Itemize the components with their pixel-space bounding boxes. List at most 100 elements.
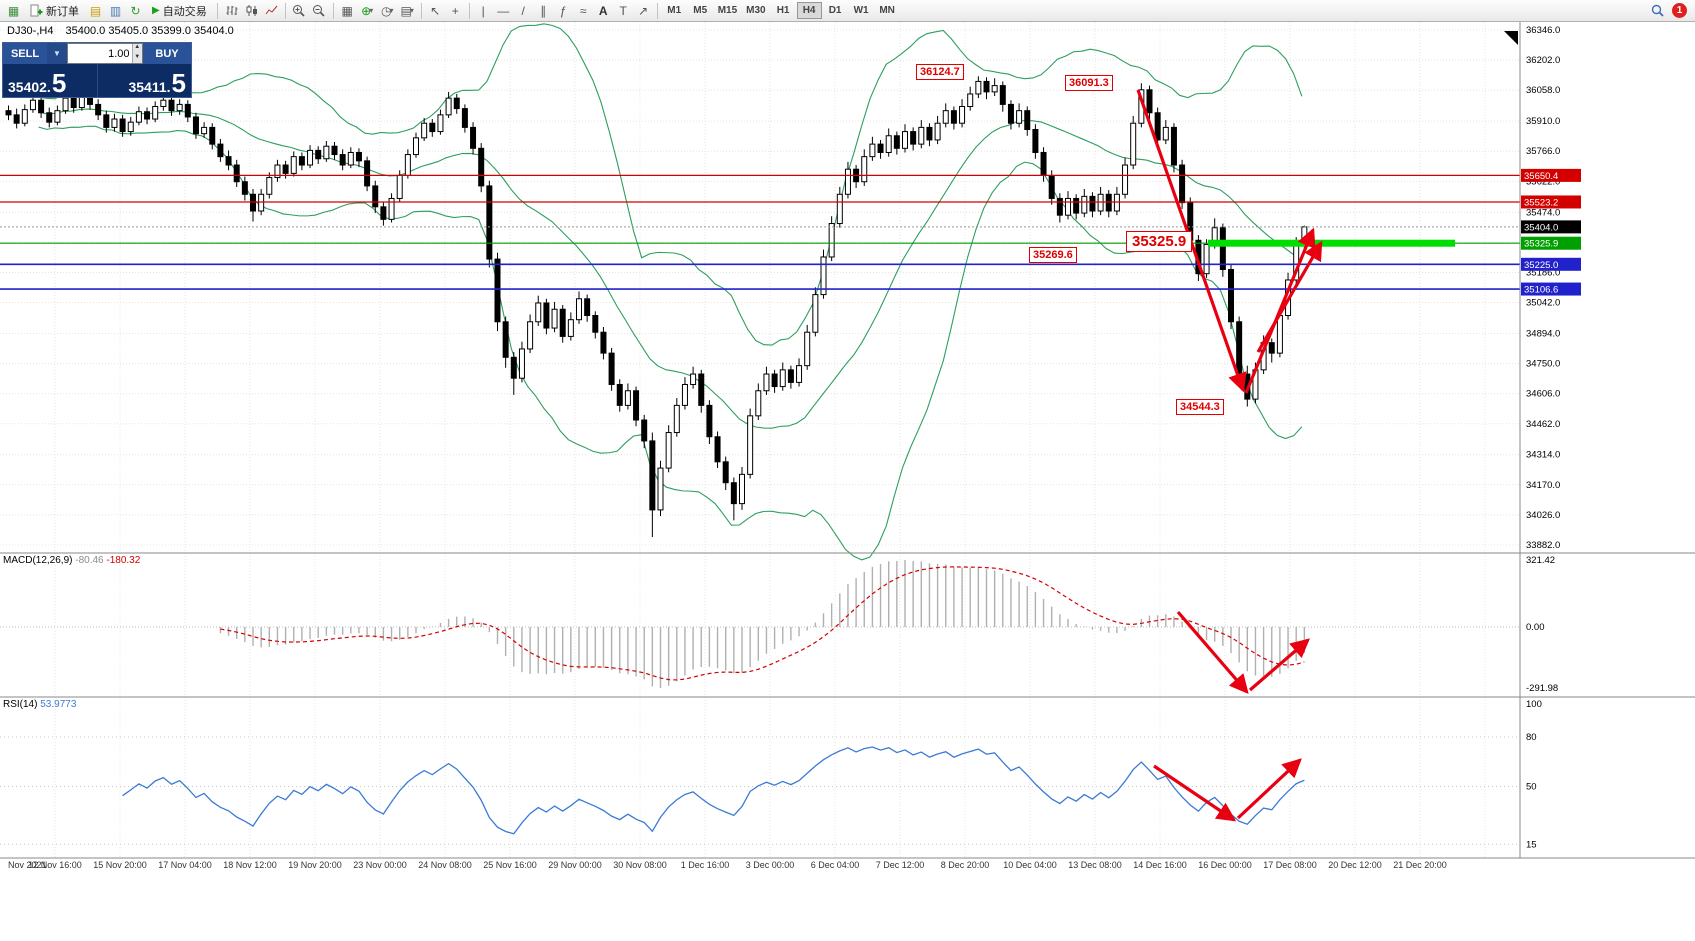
price-callout[interactable]: 35325.9	[1126, 231, 1193, 252]
price-callout[interactable]: 36091.3	[1065, 75, 1113, 91]
bollinger-bands	[38, 23, 1303, 561]
svg-text:Nov 2021: Nov 2021	[8, 860, 47, 870]
trend-arrow	[1176, 610, 1249, 694]
timeframe-mn[interactable]: MN	[875, 2, 900, 19]
svg-text:21 Dec 20:00: 21 Dec 20:00	[1393, 860, 1447, 870]
chart-title: DJ30-,H4 35400.0 35405.0 35399.0 35404.0	[7, 25, 234, 37]
svg-text:20 Dec 12:00: 20 Dec 12:00	[1328, 860, 1382, 870]
svg-text:17 Dec 08:00: 17 Dec 08:00	[1263, 860, 1317, 870]
svg-text:12 Nov 16:00: 12 Nov 16:00	[28, 860, 82, 870]
indicators-icon[interactable]: ⊕ ▾	[361, 3, 374, 18]
refresh-icon[interactable]: ↻	[130, 3, 141, 18]
horizontal-line-icon[interactable]: —	[497, 3, 510, 18]
timeframe-h1[interactable]: H1	[771, 2, 796, 19]
autotrading-button[interactable]: ▶ 自动交易	[146, 1, 213, 20]
timeframe-h4[interactable]: H4	[796, 2, 822, 19]
bar-chart-icon[interactable]	[222, 1, 241, 20]
svg-text:8 Dec 20:00: 8 Dec 20:00	[941, 860, 990, 870]
waves-icon[interactable]: ≈	[579, 3, 587, 18]
svg-text:10 Dec 04:00: 10 Dec 04:00	[1003, 860, 1057, 870]
volume-down-icon[interactable]: ▼	[131, 53, 142, 63]
svg-text:30 Nov 08:00: 30 Nov 08:00	[613, 860, 667, 870]
svg-text:35766.0: 35766.0	[1526, 146, 1560, 157]
toolbar-separator	[420, 2, 422, 19]
svg-text:29 Nov 00:00: 29 Nov 00:00	[548, 860, 602, 870]
buy-button[interactable]: BUY	[143, 43, 191, 64]
svg-text:36346.0: 36346.0	[1526, 25, 1560, 36]
svg-text:321.42: 321.42	[1526, 555, 1555, 566]
price-callout[interactable]: 36124.7	[916, 64, 964, 80]
timeframe-m15[interactable]: M15	[714, 2, 741, 19]
main-toolbar: ▦ 新订单 ▤ ▥ ↻ ▶ 自动交易 ▦ ⊕ ▾ ◷ ▾ ▤ ▾ ↖ + | — / …	[0, 0, 1695, 22]
vertical-line-icon[interactable]: |	[481, 3, 485, 18]
chart-shift-marker[interactable]	[1504, 31, 1518, 45]
svg-text:23 Nov 00:00: 23 Nov 00:00	[353, 860, 407, 870]
svg-text:19 Nov 20:00: 19 Nov 20:00	[288, 860, 342, 870]
candlestick-icon[interactable]	[242, 1, 261, 20]
timeframe-m1[interactable]: M1	[662, 2, 687, 19]
trendline-icon[interactable]: /	[521, 3, 525, 18]
macd-histogram	[219, 560, 1306, 688]
notification-badge[interactable]: 1	[1672, 3, 1687, 18]
svg-text:34894.0: 34894.0	[1526, 328, 1560, 339]
line-chart-icon[interactable]	[262, 1, 281, 20]
buy-price[interactable]: 35411. 5	[96, 64, 192, 97]
candles-group	[5, 76, 1308, 538]
volume-up-icon[interactable]: ▲	[131, 44, 142, 54]
support-zone-segment[interactable]	[1208, 239, 1455, 247]
price-callout[interactable]: 35269.6	[1029, 247, 1077, 263]
autotrading-label: 自动交易	[162, 5, 207, 18]
one-click-trading-panel: SELL ▼ ▲ ▼ BUY 35402.5 35411.5	[2, 42, 192, 98]
svg-text:35225.0: 35225.0	[1524, 260, 1558, 271]
price-callout[interactable]: 34544.3	[1176, 399, 1224, 415]
period-icon[interactable]: ◷ ▾	[380, 3, 394, 18]
rsi-label: RSI(14) 53.9773	[3, 699, 77, 710]
channel-icon[interactable]: ∥	[540, 3, 547, 18]
new-order-label: 新订单	[46, 5, 79, 18]
svg-text:18 Nov 12:00: 18 Nov 12:00	[223, 860, 277, 870]
arrows-tool-icon[interactable]: ↗	[638, 3, 649, 18]
svg-text:0.00: 0.00	[1526, 622, 1545, 633]
search-icon[interactable]	[1648, 1, 1667, 20]
chart-window-icon[interactable]: ▦	[7, 3, 20, 18]
volume-input[interactable]	[67, 44, 132, 63]
cursor-icon[interactable]: ↖	[430, 3, 441, 18]
template-icon[interactable]: ▤ ▾	[400, 3, 414, 18]
zoom-out-icon[interactable]	[310, 1, 329, 20]
svg-text:6 Dec 04:00: 6 Dec 04:00	[811, 860, 860, 870]
tile-windows-icon[interactable]: ▦	[341, 3, 353, 18]
svg-text:1 Dec 16:00: 1 Dec 16:00	[681, 860, 730, 870]
macd-signal-line	[220, 566, 1305, 681]
sell-price[interactable]: 35402. 5	[8, 68, 67, 98]
timeframe-buttons: M1 M5 M15 M30 H1 H4 D1 W1 MN	[662, 2, 900, 19]
svg-text:35042.0: 35042.0	[1526, 298, 1560, 309]
svg-text:50: 50	[1526, 782, 1537, 793]
new-order-button[interactable]: 新订单	[24, 1, 85, 20]
trend-arrow	[1248, 638, 1310, 692]
svg-text:25 Nov 16:00: 25 Nov 16:00	[483, 860, 537, 870]
axis-price-tag	[1521, 168, 1581, 182]
timeframe-w1[interactable]: W1	[849, 2, 874, 19]
toolbar-right-group: 1	[1648, 1, 1691, 20]
fibonacci-icon[interactable]: ƒ	[559, 3, 567, 18]
crosshair-icon[interactable]: +	[451, 3, 459, 18]
timeframe-m30[interactable]: M30	[742, 2, 769, 19]
svg-text:3 Dec 00:00: 3 Dec 00:00	[746, 860, 795, 870]
svg-text:34462.0: 34462.0	[1526, 419, 1560, 430]
zoom-in-icon[interactable]	[290, 1, 309, 20]
svg-text:15 Nov 20:00: 15 Nov 20:00	[93, 860, 147, 870]
timeframe-m5[interactable]: M5	[688, 2, 713, 19]
market-icon[interactable]: ▥	[109, 3, 122, 18]
volume-stepper: ▲ ▼	[131, 44, 142, 63]
script-icon[interactable]: ▤	[89, 3, 102, 18]
svg-text:34314.0: 34314.0	[1526, 450, 1560, 461]
chevron-down-icon: ▾	[369, 6, 374, 15]
text-label-icon[interactable]: T	[619, 3, 627, 18]
svg-text:14 Dec 16:00: 14 Dec 16:00	[1133, 860, 1187, 870]
rsi-line	[122, 746, 1305, 835]
sell-button[interactable]: SELL	[3, 43, 47, 64]
timeframe-d1[interactable]: D1	[823, 2, 848, 19]
volume-dropdown[interactable]: ▼	[47, 43, 67, 64]
text-icon[interactable]: A	[598, 3, 608, 18]
